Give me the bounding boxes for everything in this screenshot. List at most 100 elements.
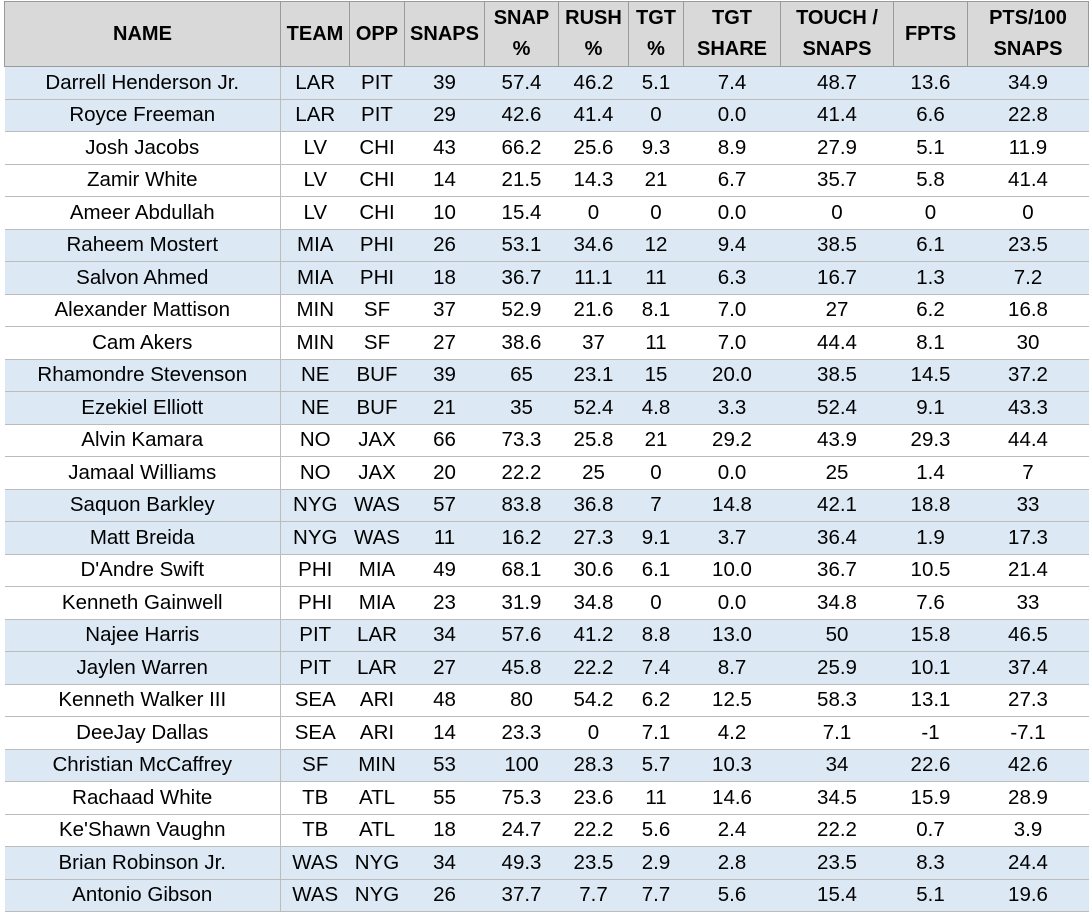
cell-tgt-share: 2.8 — [683, 846, 781, 880]
cell-team: NE — [280, 359, 350, 392]
cell-touch-snaps: 36.4 — [780, 521, 894, 555]
cell-snap-pct: 22.2 — [484, 456, 559, 490]
cell-team: LAR — [280, 66, 350, 100]
cell-tgt-share: 0.0 — [683, 196, 781, 230]
stats-table-container: NAME TEAM OPP SNAPS SNAP% RUSH% TGT% TGT SHARE TO… — [4, 1, 1089, 912]
cell-tgt-pct: 0 — [628, 196, 684, 230]
cell-rush-pct: 22.2 — [558, 651, 629, 685]
cell-team: PHI — [280, 554, 350, 587]
cell-opp: BUF — [349, 391, 405, 425]
cell-snap-pct: 100 — [484, 749, 559, 782]
cell-snap-pct: 15.4 — [484, 196, 559, 230]
cell-rush-pct: 23.6 — [558, 781, 629, 815]
cell-touch-snaps: 50 — [780, 619, 894, 652]
cell-fpts: 10.1 — [893, 651, 968, 685]
header-row: NAME TEAM OPP SNAPS SNAP% RUSH% TGT% TGT SHARE TO… — [4, 1, 1089, 67]
cell-tgt-share: 8.9 — [683, 131, 781, 165]
cell-pts-per-100-snaps: 21.4 — [967, 554, 1089, 587]
cell-rush-pct: 0 — [558, 196, 629, 230]
cell-tgt-pct: 9.1 — [628, 521, 684, 555]
cell-snap-pct: 73.3 — [484, 424, 559, 457]
cell-snap-pct: 49.3 — [484, 846, 559, 880]
cell-name: Matt Breida — [4, 521, 281, 555]
cell-fpts: 5.8 — [893, 164, 968, 197]
cell-tgt-share: 10.3 — [683, 749, 781, 782]
cell-fpts: 13.1 — [893, 684, 968, 717]
cell-snaps: 55 — [404, 781, 485, 815]
cell-snap-pct: 53.1 — [484, 229, 559, 262]
cell-tgt-share: 14.6 — [683, 781, 781, 815]
column-header-line2: % — [512, 38, 531, 60]
cell-name: Cam Akers — [4, 326, 281, 360]
cell-opp: MIA — [349, 554, 405, 587]
table-row: Alexander Mattison MIN SF 37 52.9 21.6 8.1 7.0 2… — [4, 294, 1089, 327]
cell-tgt-share: 8.7 — [683, 651, 781, 685]
cell-opp: PIT — [349, 99, 405, 132]
cell-snap-pct: 57.4 — [484, 66, 559, 100]
cell-tgt-pct: 0 — [628, 586, 684, 620]
cell-rush-pct: 52.4 — [558, 391, 629, 425]
cell-snap-pct: 35 — [484, 391, 559, 425]
cell-snaps: 26 — [404, 229, 485, 262]
cell-opp: CHI — [349, 164, 405, 197]
cell-fpts: 1.3 — [893, 261, 968, 295]
cell-name: D'Andre Swift — [4, 554, 281, 587]
cell-snap-pct: 68.1 — [484, 554, 559, 587]
cell-tgt-pct: 11 — [628, 781, 684, 815]
column-header-line1: OPP — [355, 22, 399, 45]
cell-opp: LAR — [349, 651, 405, 685]
cell-snaps: 11 — [404, 521, 485, 555]
cell-name: Darrell Henderson Jr. — [4, 66, 281, 100]
cell-tgt-share: 10.0 — [683, 554, 781, 587]
cell-pts-per-100-snaps: 19.6 — [967, 879, 1089, 912]
rb-snap-stats-table: NAME TEAM OPP SNAPS SNAP% RUSH% TGT% TGT SHARE TO… — [4, 1, 1089, 912]
cell-name: Alexander Mattison — [4, 294, 281, 327]
column-header-line2: % — [647, 38, 665, 60]
cell-name: Ameer Abdullah — [4, 196, 281, 230]
cell-snaps: 26 — [404, 879, 485, 912]
table-row: Rhamondre Stevenson NE BUF 39 65 23.1 15 20.0 38… — [4, 359, 1089, 392]
cell-pts-per-100-snaps: 37.4 — [967, 651, 1089, 685]
column-header-line2: SNAPS — [802, 38, 872, 60]
cell-rush-pct: 30.6 — [558, 554, 629, 587]
cell-name: Salvon Ahmed — [4, 261, 281, 295]
cell-tgt-pct: 5.6 — [628, 814, 684, 847]
table-row: Alvin Kamara NO JAX 66 73.3 25.8 21 29.2 43.9 29.… — [4, 424, 1089, 457]
cell-tgt-pct: 5.7 — [628, 749, 684, 782]
cell-pts-per-100-snaps: 34.9 — [967, 66, 1089, 100]
cell-rush-pct: 36.8 — [558, 489, 629, 522]
cell-touch-snaps: 34.5 — [780, 781, 894, 815]
cell-pts-per-100-snaps: 16.8 — [967, 294, 1089, 327]
cell-pts-per-100-snaps: 33 — [967, 489, 1089, 522]
cell-rush-pct: 34.8 — [558, 586, 629, 620]
cell-team: PIT — [280, 619, 350, 652]
table-row: Salvon Ahmed MIA PHI 18 36.7 11.1 11 6.3 16.7 1.3… — [4, 261, 1089, 295]
cell-touch-snaps: 35.7 — [780, 164, 894, 197]
cell-rush-pct: 22.2 — [558, 814, 629, 847]
cell-snaps: 27 — [404, 651, 485, 685]
column-header-snap-pct: SNAP% — [484, 1, 559, 67]
cell-snap-pct: 57.6 — [484, 619, 559, 652]
column-header-tgt-share: TGT SHARE — [683, 1, 781, 67]
cell-pts-per-100-snaps: 41.4 — [967, 164, 1089, 197]
cell-rush-pct: 11.1 — [558, 261, 629, 295]
table-row: Rachaad White TB ATL 55 75.3 23.6 11 14.6 34.5 15… — [4, 781, 1089, 815]
cell-tgt-share: 14.8 — [683, 489, 781, 522]
cell-opp: PIT — [349, 66, 405, 100]
cell-opp: ARI — [349, 716, 405, 750]
cell-touch-snaps: 36.7 — [780, 554, 894, 587]
cell-touch-snaps: 16.7 — [780, 261, 894, 295]
cell-snaps: 20 — [404, 456, 485, 490]
cell-touch-snaps: 44.4 — [780, 326, 894, 360]
cell-snaps: 39 — [404, 66, 485, 100]
cell-name: Antonio Gibson — [4, 879, 281, 912]
cell-snaps: 29 — [404, 99, 485, 132]
cell-snap-pct: 83.8 — [484, 489, 559, 522]
cell-tgt-pct: 0 — [628, 456, 684, 490]
cell-snaps: 53 — [404, 749, 485, 782]
cell-rush-pct: 27.3 — [558, 521, 629, 555]
cell-name: Saquon Barkley — [4, 489, 281, 522]
cell-rush-pct: 14.3 — [558, 164, 629, 197]
cell-name: Jaylen Warren — [4, 651, 281, 685]
cell-pts-per-100-snaps: 27.3 — [967, 684, 1089, 717]
